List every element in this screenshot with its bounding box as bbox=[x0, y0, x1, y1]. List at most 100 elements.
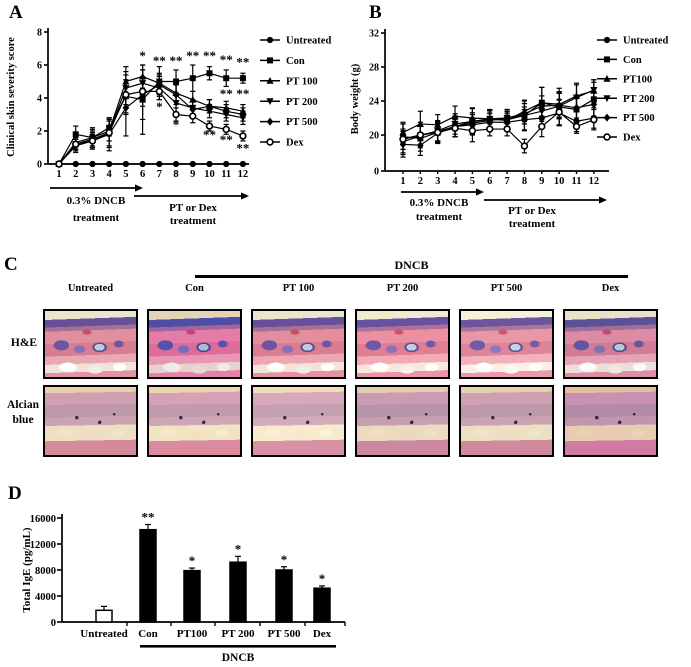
svg-text:12: 12 bbox=[238, 169, 249, 180]
svg-text:**: ** bbox=[203, 127, 216, 142]
svg-text:PT 100: PT 100 bbox=[286, 76, 318, 87]
svg-text:10: 10 bbox=[554, 176, 565, 187]
svg-text:PT or Dex: PT or Dex bbox=[508, 205, 556, 217]
svg-text:0: 0 bbox=[51, 618, 56, 629]
column-label-dex: Dex bbox=[601, 283, 620, 294]
svg-text:*: * bbox=[235, 541, 242, 556]
histology-alcian-untreated bbox=[43, 385, 138, 457]
panel-c-label: C bbox=[4, 254, 18, 275]
svg-text:5: 5 bbox=[123, 169, 128, 180]
svg-text:4000: 4000 bbox=[35, 592, 56, 603]
svg-text:treatment: treatment bbox=[73, 212, 120, 224]
svg-text:Con: Con bbox=[138, 628, 158, 640]
histology-alcian-pt-500 bbox=[459, 385, 554, 457]
svg-text:9: 9 bbox=[190, 169, 195, 180]
svg-text:Untreated: Untreated bbox=[80, 628, 127, 640]
svg-text:PT 200: PT 200 bbox=[623, 94, 655, 105]
svg-text:*: * bbox=[319, 571, 326, 586]
histology-he-dex bbox=[563, 309, 658, 379]
svg-text:1: 1 bbox=[400, 176, 405, 187]
svg-text:24: 24 bbox=[369, 97, 379, 108]
histology-he-untreated bbox=[43, 309, 138, 379]
svg-text:Dex: Dex bbox=[313, 628, 332, 640]
svg-text:PT 500: PT 500 bbox=[267, 628, 301, 640]
svg-text:**: ** bbox=[220, 86, 233, 101]
svg-text:PT 500: PT 500 bbox=[623, 113, 655, 124]
svg-text:8: 8 bbox=[522, 176, 527, 187]
svg-text:32: 32 bbox=[369, 29, 379, 40]
panel-b-label: B bbox=[369, 2, 382, 23]
column-label-con: Con bbox=[185, 283, 204, 294]
svg-text:7: 7 bbox=[157, 169, 162, 180]
row-label-alcian: Alcian bbox=[7, 399, 39, 411]
histology-alcian-con bbox=[147, 385, 242, 457]
svg-text:Untreated: Untreated bbox=[623, 36, 668, 47]
panel-a: A 0 2 4 6 8 Clinical skin severity score 1 2 3 4 5… bbox=[0, 0, 345, 250]
svg-text:PT 200: PT 200 bbox=[221, 628, 255, 640]
svg-text:11: 11 bbox=[572, 176, 582, 187]
svg-text:1: 1 bbox=[56, 169, 61, 180]
panel-c: C DNCB H&E Alcian blue Untreated Con PT 10… bbox=[0, 252, 691, 465]
panel-d-label: D bbox=[8, 483, 22, 504]
svg-text:DNCB: DNCB bbox=[222, 652, 255, 664]
svg-text:**: ** bbox=[153, 53, 166, 68]
svg-text:6: 6 bbox=[140, 169, 145, 180]
histology-he-pt-500 bbox=[459, 309, 554, 379]
svg-text:28: 28 bbox=[369, 63, 379, 74]
svg-text:20: 20 bbox=[369, 131, 379, 142]
svg-text:8: 8 bbox=[173, 169, 178, 180]
svg-text:**: ** bbox=[236, 55, 249, 70]
svg-text:10: 10 bbox=[204, 169, 215, 180]
svg-text:9: 9 bbox=[539, 176, 544, 187]
svg-text:3: 3 bbox=[435, 176, 440, 187]
svg-text:**: ** bbox=[203, 48, 216, 63]
svg-text:Body weight (g): Body weight (g) bbox=[350, 63, 361, 134]
svg-text:PT or Dex: PT or Dex bbox=[169, 202, 217, 214]
column-label-untreated: Untreated bbox=[67, 283, 114, 294]
svg-text:16000: 16000 bbox=[30, 514, 56, 525]
svg-text:12: 12 bbox=[589, 176, 600, 187]
svg-text:6: 6 bbox=[37, 61, 42, 72]
histology-he-con bbox=[147, 309, 242, 379]
svg-text:PT 200: PT 200 bbox=[286, 97, 318, 108]
svg-text:Untreated: Untreated bbox=[286, 36, 331, 47]
svg-text:treatment: treatment bbox=[170, 215, 217, 227]
svg-text:Total IgE (pg/mL): Total IgE (pg/mL) bbox=[21, 527, 33, 613]
svg-text:4: 4 bbox=[107, 169, 113, 180]
svg-text:6: 6 bbox=[487, 176, 492, 187]
row-label-he: H&E bbox=[10, 337, 38, 349]
svg-text:treatment: treatment bbox=[509, 218, 556, 230]
dncb-group-title: DNCB bbox=[394, 258, 429, 272]
svg-text:PT100: PT100 bbox=[177, 628, 208, 640]
row-label-blue: blue bbox=[12, 414, 34, 426]
svg-text:**: ** bbox=[236, 140, 249, 155]
svg-text:**: ** bbox=[220, 52, 233, 67]
svg-text:Dex: Dex bbox=[623, 133, 641, 144]
svg-text:0.3% DNCB: 0.3% DNCB bbox=[410, 197, 469, 209]
svg-text:**: ** bbox=[142, 510, 155, 525]
svg-text:7: 7 bbox=[504, 176, 509, 187]
histology-alcian-pt-200 bbox=[355, 385, 450, 457]
svg-text:0.3% DNCB: 0.3% DNCB bbox=[67, 195, 126, 207]
svg-text:**: ** bbox=[236, 86, 249, 101]
total-ige-bar-chart: 0 4000 8000 12000 16000 Total IgE (pg/mL) Untr… bbox=[21, 510, 346, 664]
column-label-pt-500: PT 500 bbox=[490, 283, 523, 294]
svg-text:*: * bbox=[139, 48, 146, 63]
svg-text:8000: 8000 bbox=[35, 566, 56, 577]
svg-text:0: 0 bbox=[37, 160, 42, 171]
histology-alcian-pt-100 bbox=[251, 385, 346, 457]
svg-text:**: ** bbox=[170, 53, 183, 68]
svg-text:*: * bbox=[156, 99, 163, 114]
svg-text:3: 3 bbox=[90, 169, 95, 180]
dncb-group-underline bbox=[195, 275, 628, 278]
svg-text:2: 2 bbox=[73, 169, 78, 180]
svg-text:treatment: treatment bbox=[416, 211, 463, 223]
svg-text:Con: Con bbox=[286, 56, 305, 67]
column-label-pt-100: PT 100 bbox=[282, 283, 315, 294]
svg-text:*: * bbox=[173, 117, 180, 132]
histology-he-pt-100 bbox=[251, 309, 346, 379]
panel-d: D 0 4000 8000 12000 16000 Total IgE (pg/mL) Un… bbox=[0, 480, 400, 667]
svg-text:Dex: Dex bbox=[286, 138, 304, 149]
